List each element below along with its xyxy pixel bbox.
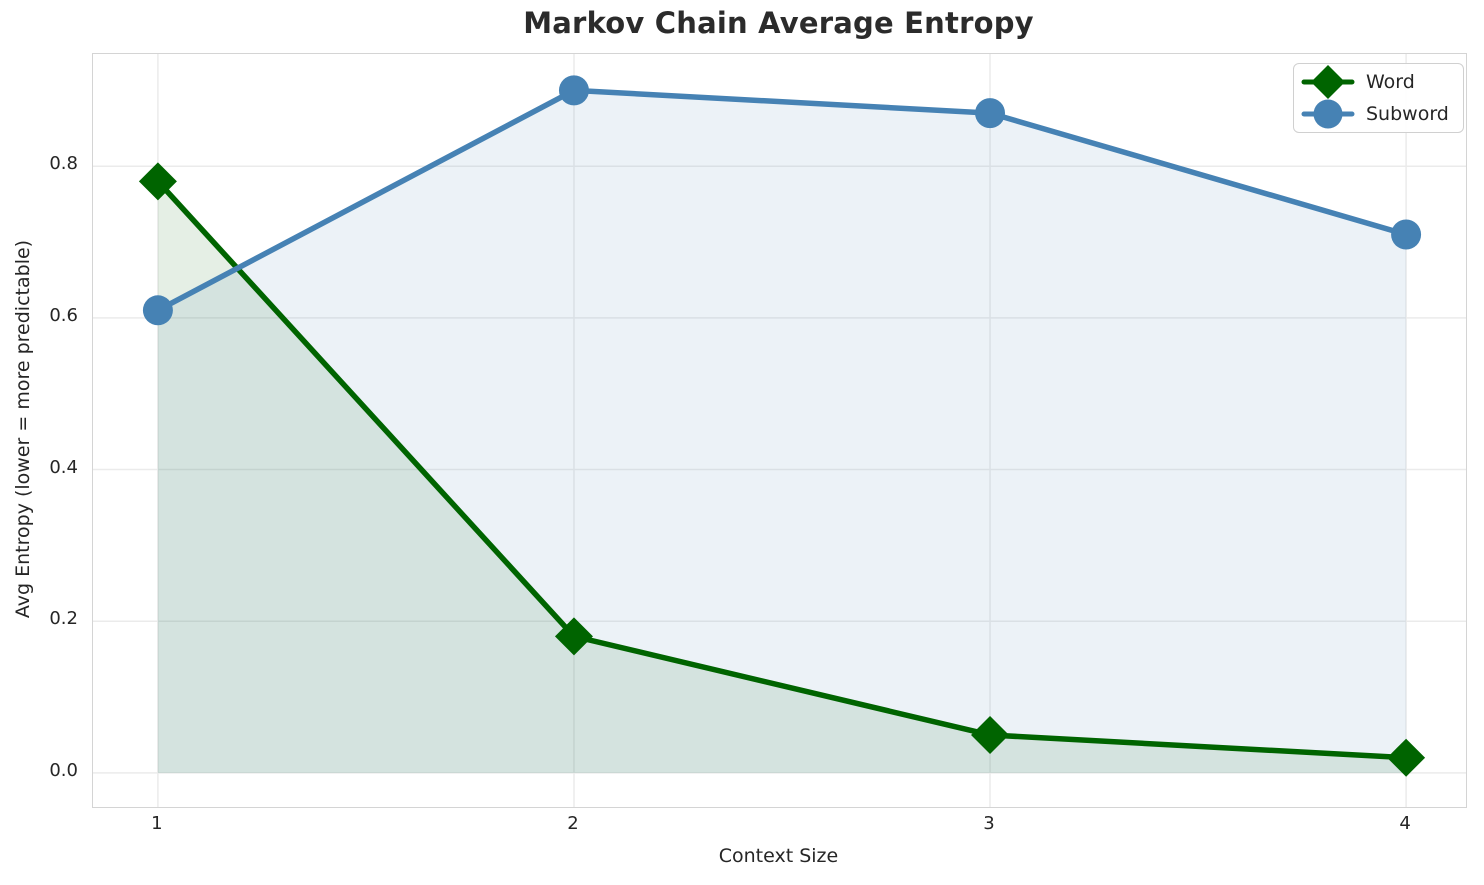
legend-label-word: Word xyxy=(1366,71,1415,93)
word-area xyxy=(157,181,1407,773)
word-marker xyxy=(971,715,1010,754)
subword-area xyxy=(157,90,1407,773)
x-tick-label: 3 xyxy=(983,813,995,834)
subword-marker xyxy=(558,75,589,106)
y-tick-label: 0.2 xyxy=(49,608,78,630)
legend-label-subword: Subword xyxy=(1366,103,1449,125)
word-marker xyxy=(138,162,177,201)
chart-canvas xyxy=(93,54,1466,807)
x-axis-label: Context Size xyxy=(718,845,839,867)
plot-area xyxy=(92,53,1467,808)
legend-word-diamond-icon xyxy=(1301,65,1355,99)
y-tick-label: 0.6 xyxy=(49,304,78,326)
chart-title: Markov Chain Average Entropy xyxy=(523,6,1034,40)
legend-item-subword: Subword xyxy=(1300,98,1449,130)
word-marker xyxy=(554,617,593,656)
x-tick-label: 1 xyxy=(151,813,163,834)
y-tick-label: 0.4 xyxy=(49,456,78,478)
word-marker xyxy=(1387,738,1426,777)
y-tick-label: 0.0 xyxy=(49,759,78,781)
legend-item-word: Word xyxy=(1300,65,1449,99)
x-tick-label: 2 xyxy=(567,813,579,834)
subword-marker xyxy=(975,98,1006,129)
x-tick-label: 4 xyxy=(1399,813,1411,834)
subword-line xyxy=(155,87,1409,314)
y-tick-label: 0.8 xyxy=(49,153,78,175)
subword-marker xyxy=(1391,219,1422,250)
legend: Word Subword xyxy=(1293,63,1464,133)
y-axis-label: Avg Entropy (lower = more predictable) xyxy=(12,239,34,619)
legend-subword-circle-icon xyxy=(1301,99,1355,129)
subword-marker xyxy=(142,295,173,326)
word-line xyxy=(155,178,1409,761)
